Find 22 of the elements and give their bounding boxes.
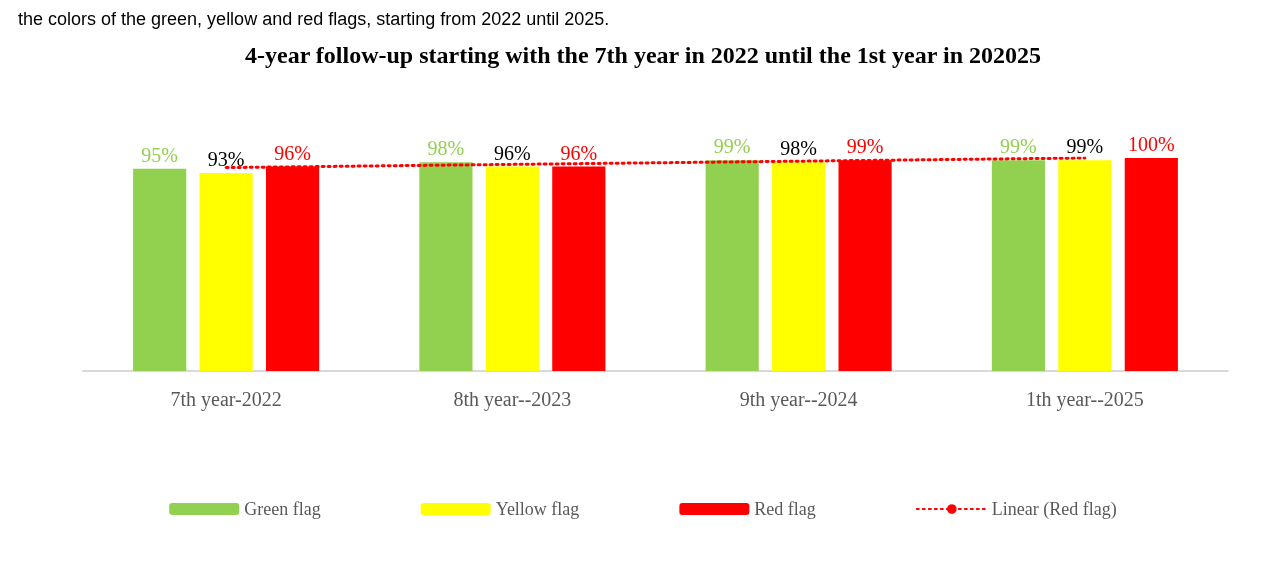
data-label: 99% <box>846 135 884 158</box>
data-label: 93% <box>207 147 245 170</box>
legend-label: Yellow flag <box>495 499 580 519</box>
data-label: 99% <box>1066 135 1104 158</box>
data-label: 99% <box>1000 135 1037 158</box>
data-label: 98% <box>780 137 817 160</box>
text: the colors of the green, yellow and red flags, starting from 2022 until 2025. <box>18 9 610 29</box>
data-label: 95% <box>141 143 179 166</box>
data-label: 96% <box>274 141 311 164</box>
legend-label: Green flag <box>244 499 321 519</box>
data-label: 96% <box>560 141 598 164</box>
legend-label: Linear (Red flag) <box>991 499 1117 520</box>
x-tick-label: 1th year--2025 <box>1025 388 1144 411</box>
chart-title: 4-year follow-up starting with the 7th year in 2022 until the 1st year in 202025 <box>245 42 1041 68</box>
data-label: 98% <box>427 137 465 160</box>
x-tick-label: 9th year--2024 <box>739 388 858 411</box>
x-tick-label: 7th year-2022 <box>170 388 282 411</box>
x-tick-label: 8th year--2023 <box>453 388 572 411</box>
data-label: 100% <box>1127 133 1175 155</box>
data-label: 99% <box>713 135 751 158</box>
legend-label: Red flag <box>754 499 816 519</box>
data-label: 96% <box>494 141 531 164</box>
